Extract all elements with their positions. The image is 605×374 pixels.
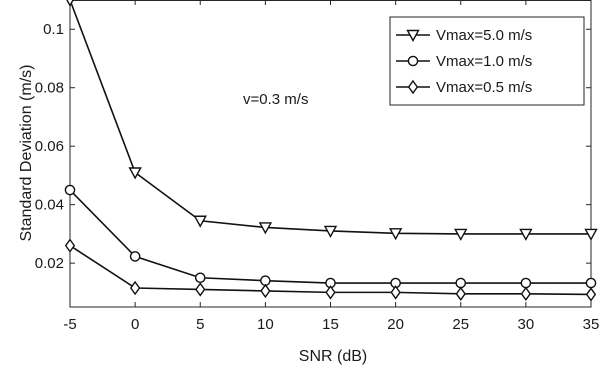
data-point-circle <box>455 277 467 289</box>
data-point-circle <box>194 272 206 284</box>
data-point-triangle <box>388 228 403 241</box>
data-point-triangle <box>406 29 420 42</box>
x-axis-ticks: -5 0 5 10 15 20 25 30 35 <box>63 0 599 333</box>
y-axis-label: Standard Deviation (m/s) <box>18 65 35 242</box>
data-point-circle <box>64 184 76 196</box>
data-point-triangle <box>519 228 533 241</box>
data-point-diamond <box>129 280 141 296</box>
data-point-triangle <box>66 0 74 7</box>
data-point-diamond <box>64 238 76 253</box>
x-axis-label: SNR (dB) <box>299 348 367 365</box>
y-tick-label: 0.04 <box>35 197 64 214</box>
data-point-circle <box>129 251 141 262</box>
data-point-diamond <box>520 286 532 302</box>
legend-label: Vmax=0.5 m/s <box>436 79 532 96</box>
data-point-diamond <box>585 287 597 302</box>
x-tick-label: 5 <box>196 316 204 333</box>
series-1 <box>66 0 598 241</box>
data-point-diamond <box>325 285 336 300</box>
data-point-diamond <box>455 286 466 302</box>
x-tick-label: -5 <box>63 316 76 333</box>
series-3 <box>64 238 597 302</box>
x-tick-label: 15 <box>322 316 339 333</box>
data-point-triangle <box>323 225 338 238</box>
x-tick-label: 0 <box>131 316 139 333</box>
x-tick-label: 30 <box>518 316 535 333</box>
y-tick-label: 0.02 <box>35 255 64 272</box>
y-tick-label: 0.06 <box>35 138 64 155</box>
legend-item: Vmax=1.0 m/s <box>396 53 532 70</box>
y-axis-ticks: 0.02 0.04 0.06 0.08 0.1 <box>35 21 591 272</box>
legend-label: Vmax=1.0 m/s <box>436 53 532 70</box>
data-point-triangle <box>193 215 207 228</box>
y-tick-label: 0.08 <box>35 80 64 97</box>
data-point-triangle <box>584 228 598 241</box>
data-point-diamond <box>260 283 271 299</box>
x-tick-label: 35 <box>583 316 600 333</box>
x-tick-label: 10 <box>257 316 274 333</box>
data-point-circle <box>520 277 532 289</box>
legend-label: Vmax=5.0 m/s <box>436 27 532 44</box>
data-point-triangle <box>128 167 142 180</box>
x-tick-label: 20 <box>387 316 404 333</box>
data-point-circle <box>407 55 419 67</box>
legend: Vmax=5.0 m/s Vmax=1.0 m/s Vmax=0.5 m/s <box>389 16 585 106</box>
series-2 <box>64 184 597 289</box>
data-point-diamond <box>390 285 401 300</box>
data-point-diamond <box>195 282 206 297</box>
x-tick-label: 25 <box>452 316 469 333</box>
data-point-triangle <box>454 228 468 241</box>
legend-item: Vmax=5.0 m/s <box>396 27 532 44</box>
data-point-circle <box>585 277 597 289</box>
legend-item: Vmax=0.5 m/s <box>396 79 532 96</box>
data-point-triangle <box>258 222 273 235</box>
data-point-diamond <box>407 79 419 95</box>
annotation: v=0.3 m/s <box>243 91 308 108</box>
series-layer <box>64 0 598 302</box>
y-tick-label: 0.1 <box>43 21 64 38</box>
